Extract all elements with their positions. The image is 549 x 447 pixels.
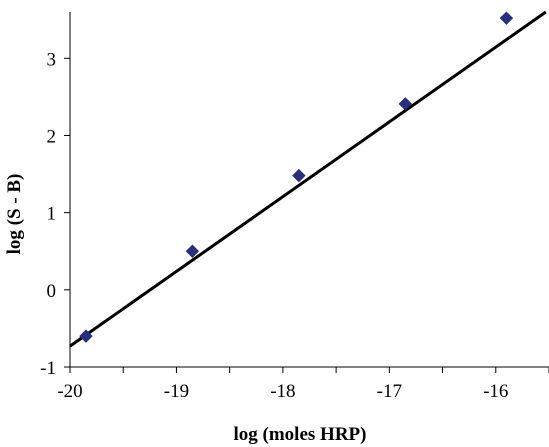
y-tick-label: 2 bbox=[47, 126, 57, 147]
x-tick-label: -18 bbox=[270, 381, 295, 402]
data-point bbox=[79, 329, 93, 343]
data-point bbox=[185, 244, 200, 258]
y-axis-title: log (S - B) bbox=[4, 174, 25, 255]
y-tick-label: 0 bbox=[47, 281, 57, 302]
x-tick-label: -19 bbox=[164, 381, 189, 402]
x-axis-title: log (moles HRP) bbox=[234, 424, 367, 445]
x-tick-label: -20 bbox=[57, 381, 82, 402]
x-tick-label: -16 bbox=[483, 381, 508, 402]
data-point bbox=[292, 168, 306, 183]
x-axis-ticks: -20 -19 -18 -17 -16 bbox=[57, 367, 549, 402]
y-tick-label: 1 bbox=[47, 204, 57, 225]
y-tick-label: 3 bbox=[47, 49, 57, 70]
data-point bbox=[398, 97, 413, 111]
data-points bbox=[79, 11, 514, 343]
data-point bbox=[499, 11, 514, 25]
y-axis-ticks: -1 0 1 2 3 bbox=[40, 49, 70, 379]
y-tick-label: -1 bbox=[40, 358, 56, 379]
x-tick-label: -17 bbox=[377, 381, 402, 402]
fit-line bbox=[69, 10, 547, 348]
